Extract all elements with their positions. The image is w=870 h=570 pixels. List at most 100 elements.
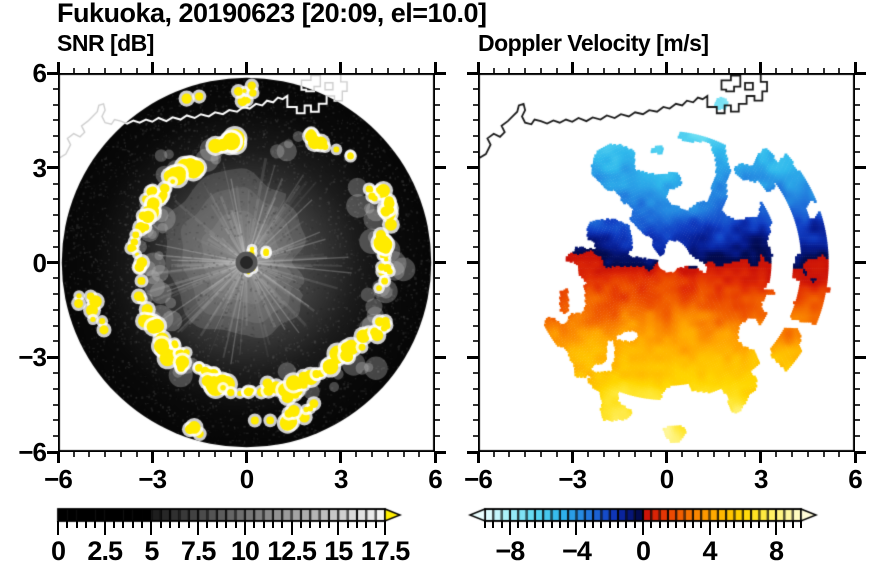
tick-mark — [855, 214, 860, 217]
tick-mark — [728, 68, 731, 73]
snr-colorbar-tick — [365, 521, 368, 528]
tick-mark — [539, 452, 542, 457]
tick-mark — [435, 103, 440, 106]
tick-mark — [855, 182, 860, 185]
tick-mark — [473, 150, 478, 153]
tick-mark — [473, 245, 478, 248]
tick-mark — [570, 62, 574, 73]
tick-mark — [467, 355, 478, 359]
tick-mark — [473, 308, 478, 311]
tick-mark — [681, 68, 684, 73]
tick-mark — [53, 150, 58, 153]
doppler-colorbar-tick — [800, 521, 802, 528]
snr-colorbar-label: 12.5 — [267, 536, 317, 566]
tick-mark — [712, 68, 715, 73]
tick-mark — [435, 214, 440, 217]
doppler-colorbar-tick — [683, 521, 686, 528]
tick-mark — [467, 450, 478, 454]
tick-mark — [855, 293, 860, 296]
tick-mark — [467, 261, 478, 264]
tick-mark — [712, 452, 715, 457]
tick-mark — [53, 214, 58, 217]
doppler-colorbar-tick — [691, 521, 694, 528]
snr-colorbar-tick — [290, 521, 293, 535]
tick-mark — [47, 71, 58, 75]
doppler-colorbar-tick — [592, 521, 595, 528]
snr-colorbar-label: 7.5 — [180, 536, 217, 566]
tick-mark — [53, 293, 58, 296]
tick-mark — [634, 452, 637, 457]
doppler-colorbar-tick — [675, 521, 678, 528]
tick-mark — [371, 452, 374, 457]
tick-mark — [386, 452, 389, 457]
tick-mark — [855, 71, 866, 75]
tick-mark — [53, 182, 58, 185]
tick-mark — [435, 198, 440, 201]
tick-mark — [855, 245, 860, 248]
snr-colorbar-tick — [346, 521, 349, 528]
y-axis-tick-label: 3 — [32, 152, 47, 183]
tick-mark — [53, 308, 58, 311]
tick-mark — [433, 452, 437, 463]
tick-mark — [473, 198, 478, 201]
tick-mark — [418, 452, 421, 457]
snr-colorbar-tick — [197, 521, 200, 535]
tick-mark — [53, 340, 58, 343]
tick-mark — [261, 68, 264, 73]
tick-mark — [435, 261, 446, 264]
tick-mark — [473, 229, 478, 232]
tick-mark — [53, 372, 58, 375]
tick-mark — [855, 150, 860, 153]
doppler-plot-canvas — [478, 73, 855, 452]
x-axis-tick-label: 6 — [428, 464, 442, 494]
tick-mark — [119, 452, 122, 457]
tick-mark — [229, 452, 232, 457]
tick-mark — [308, 68, 311, 73]
y-axis-tick-label: 0 — [32, 247, 47, 278]
doppler-colorbar-label: −4 — [562, 536, 592, 566]
tick-mark — [150, 452, 154, 463]
tick-mark — [371, 68, 374, 73]
tick-mark — [696, 68, 699, 73]
tick-mark — [775, 452, 778, 457]
tick-mark — [53, 135, 58, 138]
tick-mark — [473, 103, 478, 106]
tick-mark — [855, 340, 860, 343]
tick-mark — [88, 68, 91, 73]
tick-mark — [586, 68, 589, 73]
doppler-colorbar-tick — [575, 521, 578, 535]
tick-mark — [166, 68, 169, 73]
tick-mark — [492, 452, 495, 457]
tick-mark — [418, 68, 421, 73]
figure-title: Fukuoka, 20190623 [20:09, el=10.0] — [57, 0, 487, 28]
tick-mark — [492, 68, 495, 73]
tick-mark — [433, 62, 437, 73]
snr-colorbar-tick — [374, 521, 377, 528]
tick-mark — [822, 452, 825, 457]
snr-colorbar-tick — [85, 521, 88, 528]
tick-mark — [198, 452, 201, 457]
tick-mark — [855, 103, 860, 106]
tick-mark — [855, 229, 860, 232]
tick-mark — [435, 372, 440, 375]
tick-mark — [473, 435, 478, 438]
tick-mark — [53, 403, 58, 406]
tick-mark — [47, 450, 58, 454]
snr-colorbar-label: 17.5 — [360, 536, 411, 566]
tick-mark — [53, 103, 58, 106]
tick-mark — [435, 119, 440, 122]
tick-mark — [775, 68, 778, 73]
x-axis-tick-label: −6 — [44, 464, 73, 494]
doppler-colorbar-label: 8 — [769, 536, 784, 566]
tick-mark — [649, 452, 652, 457]
tick-mark — [308, 452, 311, 457]
tick-mark — [855, 277, 860, 280]
tick-mark — [435, 71, 446, 75]
tick-mark — [759, 452, 763, 463]
snr-colorbar-tick — [355, 521, 358, 528]
tick-mark — [473, 277, 478, 280]
tick-mark — [855, 135, 860, 138]
tick-mark — [53, 87, 58, 90]
tick-mark — [524, 452, 527, 457]
